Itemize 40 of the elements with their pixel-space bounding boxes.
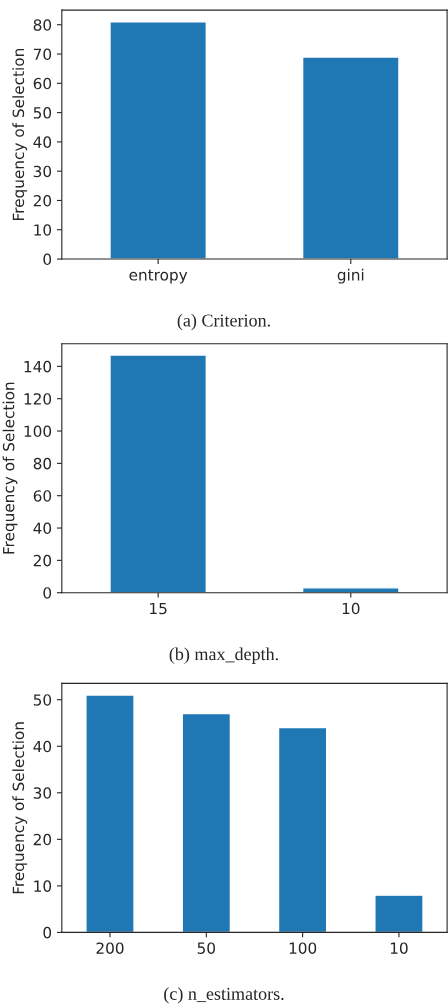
- y-tick-label: 30: [33, 787, 52, 799]
- y-tick-label: 30: [33, 165, 52, 178]
- y-tick-label: 10: [34, 880, 52, 892]
- x-tick-label: 50: [197, 942, 216, 954]
- y-tick-label: 20: [33, 194, 52, 207]
- x-tick-label: 200: [96, 942, 124, 954]
- y-tick-label: 80: [33, 19, 52, 31]
- x-tick-label: 15: [150, 602, 167, 615]
- y-tick-label: 10: [34, 224, 52, 236]
- y-tick-label: 20: [33, 833, 52, 846]
- y-tick-label: 50: [33, 107, 52, 119]
- y-tick-label: 0: [43, 587, 52, 599]
- y-tick-label: 70: [33, 48, 52, 61]
- y-tick-label: 20: [33, 554, 52, 567]
- text: (b) max_depth.: [169, 647, 278, 664]
- y-tick-label: 80: [33, 457, 52, 470]
- y-tick-label: 0: [43, 926, 52, 939]
- bar: [85, 694, 135, 933]
- y-tick-label: 120: [24, 393, 52, 405]
- bar: [277, 726, 328, 933]
- y-tick-label: 100: [24, 425, 52, 438]
- bar: [374, 894, 424, 933]
- y-tick-label: 60: [33, 490, 52, 502]
- y-tick-label: 40: [33, 522, 52, 535]
- x-tick-label: gini: [337, 268, 364, 284]
- bar: [181, 712, 232, 933]
- y-tick-label: 40: [33, 136, 52, 148]
- y-tick-label: 50: [33, 694, 52, 706]
- text: (c) n_estimators.: [164, 987, 284, 1004]
- x-tick-label: 100: [289, 942, 317, 954]
- x-tick-label: 10: [390, 942, 408, 954]
- y-tick-label: 140: [24, 360, 52, 373]
- y-tick-label: 60: [33, 77, 52, 90]
- y-axis-title: Frequency of Selection: [2, 382, 18, 554]
- text: (a) Criterion.: [177, 313, 270, 331]
- y-axis-title: Frequency of Selection: [12, 48, 28, 220]
- y-tick-label: 0: [43, 253, 52, 266]
- x-tick-label: entropy: [129, 269, 188, 284]
- y-axis-title: Frequency of Selection: [12, 722, 28, 894]
- y-tick-label: 40: [33, 740, 52, 753]
